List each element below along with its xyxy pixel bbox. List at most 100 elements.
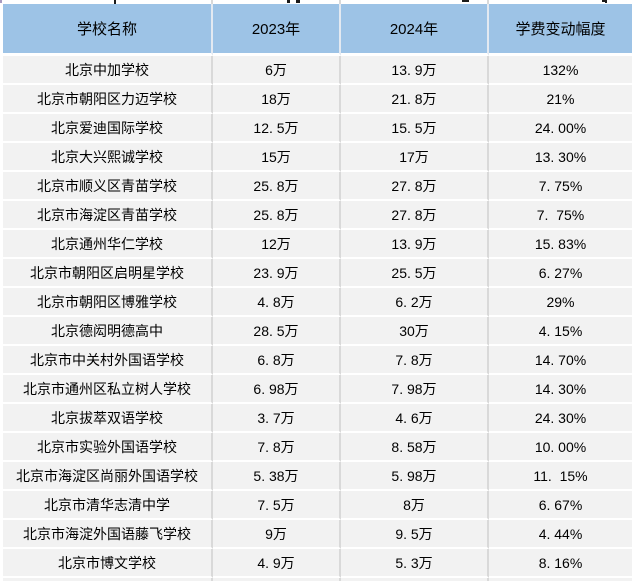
cell-y2024[interactable]: 5. 98万 (341, 462, 489, 491)
cell-y2024[interactable]: 6. 2万 (341, 288, 489, 317)
cell-y2023[interactable]: 7. 5万 (213, 491, 341, 520)
cell-y2023[interactable]: 18万 (213, 85, 341, 114)
cell-change[interactable]: 14. 70% (489, 346, 632, 375)
header-cell-2023[interactable]: 2023年 (213, 4, 341, 56)
cell-y2023[interactable]: 23. 9万 (213, 259, 341, 288)
cell-y2024[interactable]: 8万 (341, 491, 489, 520)
cell-y2023[interactable]: 6万 (213, 56, 341, 85)
table-row: 北京市清华志清中学 7. 5万 8万 6. 67% (3, 491, 632, 520)
cell-y2024[interactable]: 25. 5万 (341, 259, 489, 288)
cell-y2023[interactable]: 25. 8万 (213, 201, 341, 230)
cell-y2024[interactable]: 21. 8万 (341, 85, 489, 114)
cell-change[interactable]: 8. 16% (489, 549, 632, 578)
cell-school[interactable]: 北京市博文学校 (3, 549, 213, 578)
cell-change[interactable]: 29% (489, 288, 632, 317)
cell-change[interactable]: 14. 30% (489, 375, 632, 404)
cell-change[interactable]: 15. 83% (489, 230, 632, 259)
cell-y2023[interactable]: 6. 8万 (213, 346, 341, 375)
cell-empty[interactable] (489, 578, 632, 581)
cell-change[interactable]: 7. 75% (489, 172, 632, 201)
cell-school[interactable]: 北京市海淀区青苗学校 (3, 201, 213, 230)
cell-change[interactable]: 24. 30% (489, 404, 632, 433)
table-row: 北京市朝阳区力迈学校 18万 21. 8万 21% (3, 85, 632, 114)
cell-y2023[interactable]: 25. 8万 (213, 172, 341, 201)
cell-change[interactable]: 21% (489, 85, 632, 114)
cell-empty[interactable] (3, 578, 213, 581)
table-row: 北京市博文学校 4. 9万 5. 3万 8. 16% (3, 549, 632, 578)
cell-change[interactable]: 24. 00% (489, 114, 632, 143)
header-cell-school[interactable]: 学校名称 (3, 4, 213, 56)
table-row: 北京市顺义区青苗学校 25. 8万 27. 8万 7. 75% (3, 172, 632, 201)
cell-school[interactable]: 北京市中关村外国语学校 (3, 346, 213, 375)
table-body: 北京中加学校 6万 13. 9万 132% 北京市朝阳区力迈学校 18万 21. 8万 21%… (3, 56, 632, 578)
cell-school[interactable]: 北京德闳明德高中 (3, 317, 213, 346)
cell-y2024[interactable]: 27. 8万 (341, 172, 489, 201)
cell-school[interactable]: 北京市朝阳区博雅学校 (3, 288, 213, 317)
cell-school[interactable]: 北京市顺义区青苗学校 (3, 172, 213, 201)
cell-y2024[interactable]: 8. 58万 (341, 433, 489, 462)
table-row: 北京通州华仁学校 12万 13. 9万 15. 83% (3, 230, 632, 259)
header-cell-change[interactable]: 学费变动幅度 (489, 4, 632, 56)
table-row: 北京市海淀外国语藤飞学校 9万 9. 5万 4. 44% (3, 520, 632, 549)
table-row: 北京市朝阳区启明星学校 23. 9万 25. 5万 6. 27% (3, 259, 632, 288)
cell-y2024[interactable]: 5. 3万 (341, 549, 489, 578)
cell-y2023[interactable]: 5. 38万 (213, 462, 341, 491)
cell-y2024[interactable]: 13. 9万 (341, 56, 489, 85)
cell-y2023[interactable]: 7. 8万 (213, 433, 341, 462)
cell-change[interactable]: 132% (489, 56, 632, 85)
gridline-stub (339, 0, 341, 4)
cell-y2024[interactable]: 17万 (341, 143, 489, 172)
cell-y2023[interactable]: 4. 8万 (213, 288, 341, 317)
gridline-stub (487, 0, 489, 4)
cell-change[interactable]: 13. 30% (489, 143, 632, 172)
cell-school[interactable]: 北京市海淀外国语藤飞学校 (3, 520, 213, 549)
cell-school[interactable]: 北京市通州区私立树人学校 (3, 375, 213, 404)
table-row: 北京德闳明德高中 28. 5万 30万 4. 15% (3, 317, 632, 346)
cell-school[interactable]: 北京中加学校 (3, 56, 213, 85)
crop-artifact (0, 0, 2, 3)
cell-empty[interactable] (341, 578, 489, 581)
cell-y2024[interactable]: 4. 6万 (341, 404, 489, 433)
cell-y2023[interactable]: 12万 (213, 230, 341, 259)
cell-change[interactable]: 10. 00% (489, 433, 632, 462)
cell-school[interactable]: 北京大兴熙诚学校 (3, 143, 213, 172)
cell-change[interactable]: 4. 44% (489, 520, 632, 549)
table-row: 北京市海淀区尚丽外国语学校 5. 38万 5. 98万 11. 15% (3, 462, 632, 491)
crop-artifact (296, 0, 300, 3)
table-header: 学校名称 2023年 2024年 学费变动幅度 (3, 4, 632, 56)
cell-y2023[interactable]: 12. 5万 (213, 114, 341, 143)
cell-y2023[interactable]: 9万 (213, 520, 341, 549)
cell-school[interactable]: 北京市朝阳区力迈学校 (3, 85, 213, 114)
gridline-stub (211, 0, 213, 4)
cell-change[interactable]: 7. 75% (489, 201, 632, 230)
cell-y2024[interactable]: 9. 5万 (341, 520, 489, 549)
header-cell-2024[interactable]: 2024年 (341, 4, 489, 56)
cell-y2024[interactable]: 7. 8万 (341, 346, 489, 375)
partial-row (3, 578, 632, 581)
cell-y2024[interactable]: 13. 9万 (341, 230, 489, 259)
cell-school[interactable]: 北京市海淀区尚丽外国语学校 (3, 462, 213, 491)
cell-school[interactable]: 北京市清华志清中学 (3, 491, 213, 520)
cell-y2023[interactable]: 15万 (213, 143, 341, 172)
cell-y2024[interactable]: 7. 98万 (341, 375, 489, 404)
cell-change[interactable]: 11. 15% (489, 462, 632, 491)
table-row: 北京大兴熙诚学校 15万 17万 13. 30% (3, 143, 632, 172)
cell-school[interactable]: 北京爱迪国际学校 (3, 114, 213, 143)
cell-school[interactable]: 北京通州华仁学校 (3, 230, 213, 259)
cell-school[interactable]: 北京拔萃双语学校 (3, 404, 213, 433)
cell-school[interactable]: 北京市朝阳区启明星学校 (3, 259, 213, 288)
cell-empty[interactable] (213, 578, 341, 581)
cell-school[interactable]: 北京市实验外国语学校 (3, 433, 213, 462)
cell-change[interactable]: 6. 27% (489, 259, 632, 288)
cell-y2024[interactable]: 27. 8万 (341, 201, 489, 230)
crop-artifact (287, 0, 290, 3)
table-row: 北京中加学校 6万 13. 9万 132% (3, 56, 632, 85)
cell-change[interactable]: 4. 15% (489, 317, 632, 346)
cell-change[interactable]: 6. 67% (489, 491, 632, 520)
cell-y2023[interactable]: 4. 9万 (213, 549, 341, 578)
cell-y2024[interactable]: 15. 5万 (341, 114, 489, 143)
cell-y2023[interactable]: 3. 7万 (213, 404, 341, 433)
cell-y2023[interactable]: 6. 98万 (213, 375, 341, 404)
cell-y2023[interactable]: 28. 5万 (213, 317, 341, 346)
cell-y2024[interactable]: 30万 (341, 317, 489, 346)
